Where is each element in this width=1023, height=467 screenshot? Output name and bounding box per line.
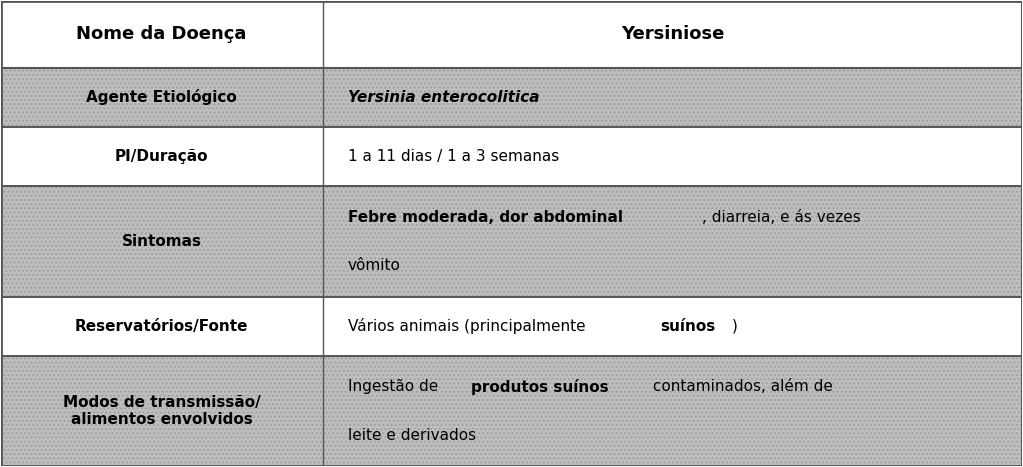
Text: suínos: suínos <box>661 318 716 333</box>
Text: 1 a 11 dias / 1 a 3 semanas: 1 a 11 dias / 1 a 3 semanas <box>348 149 560 164</box>
Text: Yersiniose: Yersiniose <box>621 25 724 43</box>
Text: leite e derivados: leite e derivados <box>348 428 476 443</box>
Text: contaminados, além de: contaminados, além de <box>648 379 833 394</box>
Text: Nome da Doença: Nome da Doença <box>77 25 247 43</box>
Bar <box>1 186 1022 297</box>
Text: vômito: vômito <box>348 258 401 273</box>
Text: Yersinia enterocolitica: Yersinia enterocolitica <box>348 90 539 105</box>
Text: Reservatórios/Fonte: Reservatórios/Fonte <box>75 318 249 333</box>
Text: Vários animais (principalmente: Vários animais (principalmente <box>348 318 590 334</box>
Text: Sintomas: Sintomas <box>122 234 202 249</box>
Text: Agente Etiológico: Agente Etiológico <box>86 89 237 105</box>
Bar <box>1 68 1022 127</box>
Text: Modos de transmissão/
alimentos envolvidos: Modos de transmissão/ alimentos envolvid… <box>62 395 261 427</box>
Text: , diarreia, e ás vezes: , diarreia, e ás vezes <box>703 210 861 225</box>
Bar <box>1 186 1022 297</box>
Bar <box>1 0 1022 68</box>
Text: Ingestão de: Ingestão de <box>348 379 443 394</box>
Text: PI/Duração: PI/Duração <box>115 149 209 164</box>
Bar <box>1 297 1022 356</box>
Text: Febre moderada, dor abdominal: Febre moderada, dor abdominal <box>348 210 623 225</box>
Text: ): ) <box>731 318 738 333</box>
Bar <box>1 356 1022 467</box>
Text: produtos suínos: produtos suínos <box>471 379 609 395</box>
Bar <box>1 68 1022 127</box>
Bar <box>1 127 1022 186</box>
Bar <box>1 356 1022 467</box>
